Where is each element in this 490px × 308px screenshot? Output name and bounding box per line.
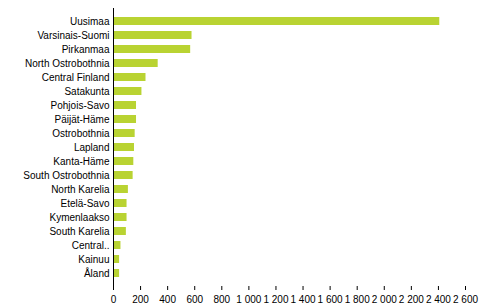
- svg-text:2 400: 2 400: [426, 294, 451, 305]
- svg-text:Pirkanmaa: Pirkanmaa: [62, 44, 110, 55]
- svg-text:600: 600: [186, 294, 203, 305]
- svg-text:1 200: 1 200: [263, 294, 288, 305]
- svg-text:Kainuu: Kainuu: [78, 254, 109, 265]
- svg-text:South Ostrobothnia: South Ostrobothnia: [23, 170, 110, 181]
- svg-text:Central..: Central..: [72, 240, 110, 251]
- svg-text:South Karelia: South Karelia: [49, 226, 109, 237]
- svg-text:Lapland: Lapland: [74, 142, 110, 153]
- svg-text:Päijät-Häme: Päijät-Häme: [54, 114, 109, 125]
- svg-text:200: 200: [132, 294, 149, 305]
- svg-text:Pohjois-Savo: Pohjois-Savo: [51, 100, 110, 111]
- svg-text:0: 0: [111, 294, 117, 305]
- svg-text:Varsinais-Suomi: Varsinais-Suomi: [37, 30, 109, 41]
- svg-text:1 000: 1 000: [236, 294, 261, 305]
- svg-text:Satakunta: Satakunta: [64, 86, 109, 97]
- svg-text:Ostrobothnia: Ostrobothnia: [52, 128, 110, 139]
- svg-text:Central Finland: Central Finland: [42, 72, 110, 83]
- svg-text:1 600: 1 600: [318, 294, 343, 305]
- svg-text:2 600: 2 600: [453, 294, 478, 305]
- svg-text:2 200: 2 200: [399, 294, 424, 305]
- svg-text:North Ostrobothnia: North Ostrobothnia: [25, 58, 110, 69]
- svg-text:Etelä-Savo: Etelä-Savo: [61, 198, 110, 209]
- svg-text:1 800: 1 800: [345, 294, 370, 305]
- svg-text:400: 400: [159, 294, 176, 305]
- svg-text:1 400: 1 400: [291, 294, 316, 305]
- svg-text:2 000: 2 000: [372, 294, 397, 305]
- svg-text:Åland: Åland: [84, 267, 110, 279]
- svg-text:800: 800: [213, 294, 230, 305]
- svg-text:Uusimaa: Uusimaa: [70, 16, 110, 27]
- svg-text:North Karelia: North Karelia: [51, 184, 110, 195]
- svg-text:Kymenlaakso: Kymenlaakso: [49, 212, 109, 223]
- svg-text:Kanta-Häme: Kanta-Häme: [53, 156, 110, 167]
